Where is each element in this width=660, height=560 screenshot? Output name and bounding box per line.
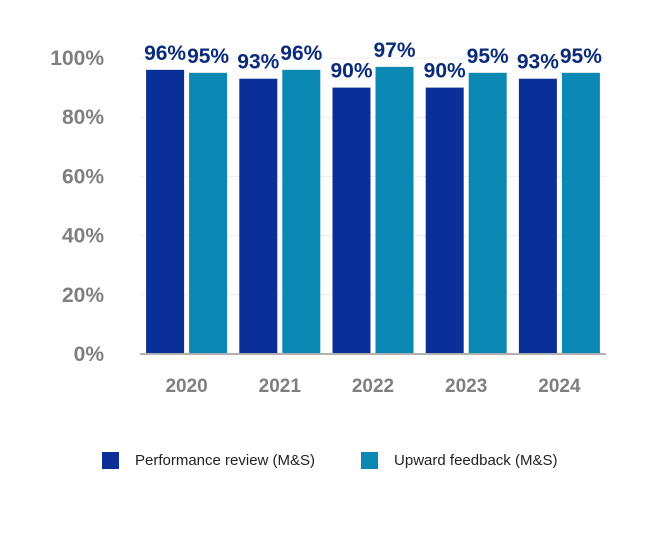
- legend-item-upward-feedback: Upward feedback (M&S): [361, 452, 557, 469]
- bar: [189, 72, 228, 355]
- bar-value-label: 95%: [467, 45, 509, 68]
- bar-value-label: 90%: [424, 60, 466, 83]
- bar: [468, 72, 507, 355]
- legend-swatch-upward-feedback: [361, 452, 379, 469]
- x-tick-label: 2020: [165, 376, 207, 397]
- x-tick-label: 2023: [445, 376, 487, 397]
- bar-value-label: 93%: [517, 51, 559, 74]
- bar-value-label: 90%: [330, 60, 372, 83]
- y-tick-label: 40%: [62, 225, 104, 248]
- data-labels: 96% 95% 93% 96%90%97%90%95% 93% 95%: [144, 39, 602, 83]
- bars: [146, 66, 600, 355]
- x-tick-label: 2022: [352, 376, 394, 397]
- bar: [375, 66, 414, 354]
- y-tick-label: 0%: [74, 343, 105, 366]
- bar-value-label: 93%: [237, 51, 279, 74]
- bar: [561, 72, 600, 355]
- legend-label-performance-review: Performance review (M&S): [135, 452, 316, 469]
- legend-swatch-performance-review: [102, 452, 119, 469]
- x-tick-label: 2024: [538, 376, 581, 397]
- y-tick-label: 100%: [50, 47, 104, 70]
- bar: [239, 78, 278, 354]
- y-tick-label: 60%: [62, 165, 104, 188]
- y-axis-ticks: 0% 20% 40% 60% 80% 100%: [50, 47, 104, 366]
- bar: [332, 87, 371, 354]
- bar-value-label: 95%: [560, 45, 602, 68]
- bar: [518, 78, 557, 354]
- legend-item-performance-review: Performance review (M&S): [102, 452, 315, 469]
- bar-value-label: 96%: [144, 42, 186, 65]
- bar-value-label: 97%: [373, 39, 415, 62]
- bar: [425, 87, 464, 354]
- legend-label-upward-feedback: Upward feedback (M&S): [394, 452, 558, 469]
- bar-value-label: 95%: [187, 45, 229, 68]
- x-axis-ticks: 2020 2021 2022 2023 2024: [165, 376, 581, 397]
- bar: [146, 69, 185, 354]
- y-tick-label: 20%: [62, 284, 104, 307]
- x-tick-label: 2021: [259, 376, 302, 397]
- y-tick-label: 80%: [62, 106, 104, 129]
- bar: [282, 69, 321, 354]
- legend: Performance review (M&S) Upward feedback…: [102, 452, 557, 469]
- bar-value-label: 96%: [280, 42, 322, 65]
